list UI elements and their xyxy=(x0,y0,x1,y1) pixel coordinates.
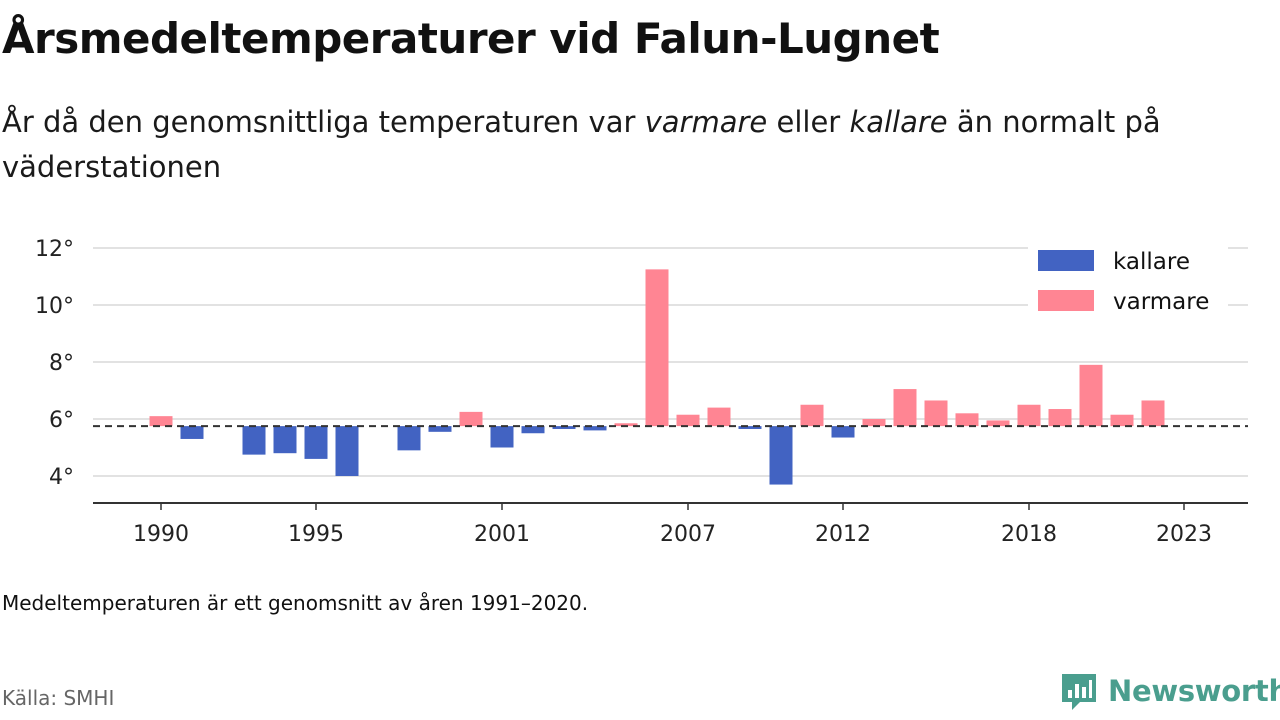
subtitle-part2: eller xyxy=(767,105,850,139)
bar-warmer xyxy=(676,414,700,427)
bar-colder xyxy=(335,426,359,476)
bar-warmer xyxy=(707,407,731,427)
source-credit: Källa: SMHI xyxy=(2,686,115,710)
chart-footnote: Medeltemperaturen är ett genomsnitt av å… xyxy=(2,591,589,615)
temperature-bar-chart: 4° 6° 8° 10° 12° 1990 1995 2001 2007 2012 2018 2023… xyxy=(35,237,1248,547)
bar-warmer xyxy=(1079,364,1103,427)
bar-colder xyxy=(831,426,855,438)
subtitle-part1: År då den genomsnittliga temperaturen va… xyxy=(2,105,645,139)
y-tick-label: 10° xyxy=(35,294,74,319)
bar-warmer xyxy=(645,269,669,427)
subtitle-colder-word: kallare xyxy=(849,105,948,139)
bar-warmer xyxy=(459,411,483,427)
x-tick-label: 2001 xyxy=(474,522,530,547)
bar-warmer xyxy=(149,416,173,427)
x-tick-label: 1995 xyxy=(288,522,344,547)
legend-swatch-colder xyxy=(1038,250,1094,271)
bar-warmer xyxy=(893,389,917,427)
legend-label-warmer: varmare xyxy=(1113,289,1209,315)
bar-warmer xyxy=(614,423,638,427)
bar-warmer xyxy=(986,420,1010,427)
x-tick-label: 2023 xyxy=(1156,522,1212,547)
x-tick-label: 2012 xyxy=(815,522,871,547)
bar-colder xyxy=(583,426,607,431)
chart-subtitle: År då den genomsnittliga temperaturen va… xyxy=(2,100,1262,190)
bar-warmer xyxy=(1017,404,1041,427)
bar-warmer xyxy=(1110,414,1134,427)
y-tick-label: 6° xyxy=(49,408,74,433)
chart-title: Årsmedeltemperaturer vid Falun-Lugnet xyxy=(2,14,940,63)
bar-colder xyxy=(180,426,204,439)
bar-colder xyxy=(397,426,421,451)
newsworthy-logo: Newsworthy xyxy=(1058,670,1280,712)
bar-warmer xyxy=(955,413,979,427)
brand-name: Newsworthy xyxy=(1108,674,1280,708)
bar-warmer xyxy=(924,400,948,427)
legend-swatch-warmer xyxy=(1038,290,1094,311)
bar-warmer xyxy=(800,404,824,427)
bar-colder xyxy=(552,426,576,429)
subtitle-part3: än normalt på väderstationen xyxy=(2,105,1161,184)
y-tick-label: 12° xyxy=(35,237,74,262)
bar-warmer xyxy=(1048,409,1072,427)
bar-colder xyxy=(428,426,452,432)
bar-warmer xyxy=(1141,400,1165,427)
bar-warmer xyxy=(862,419,886,427)
x-tick-label: 1990 xyxy=(133,522,189,547)
legend-label-colder: kallare xyxy=(1113,249,1190,275)
bar-colder xyxy=(738,426,762,429)
x-tick-label: 2007 xyxy=(660,522,716,547)
bar-colder xyxy=(273,426,297,454)
bar-colder xyxy=(242,426,266,455)
bar-colder xyxy=(521,426,545,434)
bar-colder xyxy=(304,426,328,459)
y-tick-label: 8° xyxy=(49,351,74,376)
newsworthy-chat-icon xyxy=(1062,674,1096,710)
bar-colder xyxy=(769,426,793,485)
x-tick-label: 2018 xyxy=(1001,522,1057,547)
bar-colder xyxy=(490,426,514,448)
y-tick-label: 4° xyxy=(49,465,74,490)
subtitle-warmer-word: varmare xyxy=(644,105,768,139)
